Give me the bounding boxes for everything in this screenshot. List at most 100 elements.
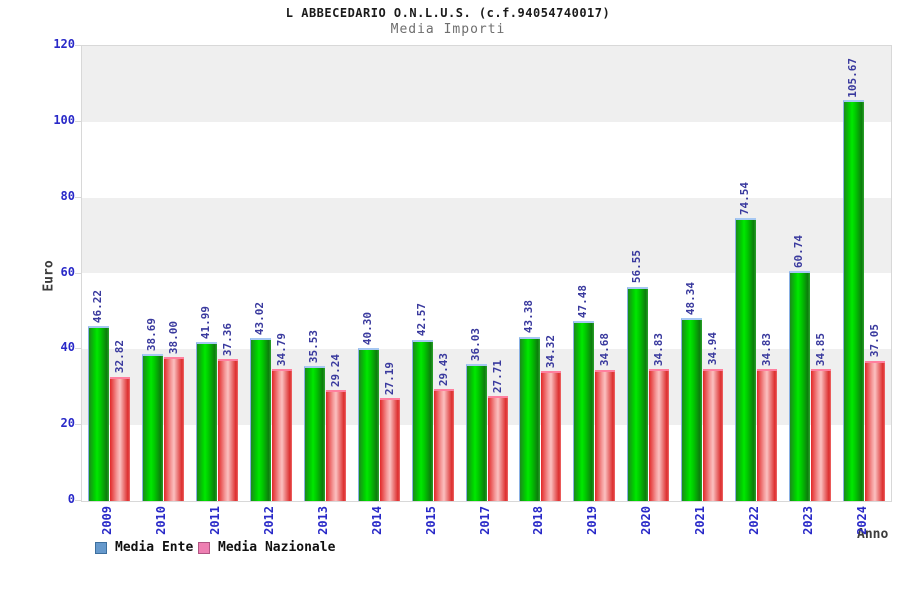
x-tick-label: 2010 bbox=[153, 506, 168, 535]
legend-label-media-ente: Media Ente bbox=[115, 540, 194, 555]
y-tick-mark bbox=[75, 45, 81, 46]
bar-value-label: 37.05 bbox=[868, 324, 882, 358]
bar-value-label: 29.24 bbox=[328, 354, 342, 388]
bar-value-label: 34.79 bbox=[274, 332, 288, 367]
x-tick-label: 2017 bbox=[477, 506, 492, 535]
y-tick-mark bbox=[75, 500, 81, 501]
y-tick-mark bbox=[75, 348, 81, 350]
bar-media-ente bbox=[357, 348, 379, 501]
x-tick-label: 2012 bbox=[261, 506, 276, 535]
bar-media-ente bbox=[681, 317, 703, 501]
y-tick-label: 0 bbox=[67, 492, 75, 506]
bar-value-label: 34.94 bbox=[706, 332, 720, 366]
bar-value-label: 36.03 bbox=[468, 328, 482, 362]
grid-band bbox=[82, 425, 891, 501]
legend: Media Ente Media Nazionale bbox=[0, 540, 900, 556]
y-tick-mark bbox=[75, 196, 81, 198]
bar-media-nazionale bbox=[487, 395, 508, 501]
bar-media-ente bbox=[789, 270, 811, 501]
bar-media-nazionale bbox=[649, 368, 670, 501]
x-axis-label: Anno bbox=[857, 527, 889, 542]
bar-value-label: 34.83 bbox=[760, 332, 774, 366]
bar-media-nazionale bbox=[865, 360, 886, 501]
bar-value-label: 46.22 bbox=[90, 289, 104, 323]
y-tick-label: 40 bbox=[60, 340, 75, 355]
bar-media-ente bbox=[465, 364, 487, 501]
bar-media-nazionale bbox=[109, 376, 130, 501]
x-tick-label: 2018 bbox=[531, 506, 546, 535]
bar-value-label: 38.69 bbox=[144, 318, 158, 352]
bar-media-ente bbox=[735, 218, 757, 501]
chart-subtitle: Media Importi bbox=[390, 22, 506, 37]
bar-media-nazionale bbox=[379, 397, 400, 501]
legend-swatch-media-nazionale bbox=[198, 542, 210, 554]
x-tick-label: 2023 bbox=[801, 506, 816, 535]
bar-media-ente bbox=[573, 320, 595, 501]
plot-area: 46.22 32.82 38.69 38.00 41.99 37.36 43.02 34.79… bbox=[81, 45, 892, 502]
grid-band bbox=[82, 121, 891, 198]
bar-media-ente bbox=[141, 354, 163, 501]
x-tick-label: 2009 bbox=[99, 506, 114, 535]
grid-band bbox=[82, 349, 891, 426]
x-tick-label: 2015 bbox=[423, 506, 438, 535]
bar-value-label: 74.54 bbox=[738, 182, 752, 216]
legend-label-media-nazionale: Media Nazionale bbox=[218, 540, 336, 555]
bar-media-nazionale bbox=[433, 389, 454, 501]
bar-media-ente bbox=[87, 325, 109, 501]
bar-media-nazionale bbox=[703, 368, 724, 501]
legend-swatch-media-ente bbox=[95, 542, 107, 554]
bar-media-nazionale bbox=[325, 390, 346, 501]
bar-value-label: 38.00 bbox=[166, 320, 180, 354]
bar-media-ente bbox=[249, 337, 271, 501]
chart-title: L ABBECEDARIO O.N.L.U.S. (c.f.9405474001… bbox=[285, 6, 611, 20]
bar-value-label: 42.57 bbox=[414, 303, 428, 337]
bar-value-label: 34.85 bbox=[814, 332, 828, 366]
x-tick-label: 2020 bbox=[639, 506, 654, 535]
bar-value-label: 37.36 bbox=[220, 323, 234, 357]
x-tick-label: 2021 bbox=[693, 506, 708, 535]
bar-value-label: 48.34 bbox=[684, 281, 698, 315]
bar-value-label: 56.55 bbox=[630, 250, 644, 284]
bar-value-label: 29.43 bbox=[436, 353, 450, 387]
y-tick-label: 100 bbox=[53, 112, 75, 127]
bar-value-label: 35.53 bbox=[306, 330, 320, 364]
bar-value-label: 34.32 bbox=[544, 334, 558, 368]
bar-media-ente bbox=[843, 100, 865, 501]
bar-media-nazionale bbox=[271, 369, 292, 501]
x-tick-label: 2022 bbox=[747, 506, 762, 535]
bar-value-label: 41.99 bbox=[198, 305, 212, 339]
bar-value-label: 60.74 bbox=[792, 234, 806, 268]
bar-media-ente bbox=[195, 341, 217, 501]
y-tick-label: 120 bbox=[53, 37, 75, 51]
bar-value-label: 105.67 bbox=[846, 57, 860, 98]
grid-band bbox=[82, 46, 891, 122]
x-tick-label: 2019 bbox=[585, 506, 600, 535]
bar-media-ente bbox=[303, 366, 325, 501]
bar-media-nazionale bbox=[163, 356, 184, 501]
bar-value-label: 47.48 bbox=[576, 284, 590, 318]
bar-media-ente bbox=[519, 336, 541, 501]
bar-value-label: 34.68 bbox=[598, 333, 612, 367]
bar-media-nazionale bbox=[217, 359, 238, 501]
bar-media-nazionale bbox=[595, 369, 616, 501]
grid-band bbox=[82, 273, 891, 350]
bar-value-label: 40.30 bbox=[360, 312, 374, 346]
bar-value-label: 32.82 bbox=[112, 340, 126, 374]
x-tick-label: 2024 bbox=[855, 506, 870, 535]
y-tick-mark bbox=[75, 424, 81, 426]
grid-band bbox=[82, 197, 891, 274]
bar-value-label: 43.02 bbox=[252, 301, 266, 335]
bar-media-nazionale bbox=[811, 368, 832, 501]
bar-value-label: 34.83 bbox=[652, 332, 666, 366]
x-tick-label: 2014 bbox=[369, 506, 384, 535]
bar-media-nazionale bbox=[757, 368, 778, 501]
bar-media-nazionale bbox=[541, 370, 562, 501]
bar-value-label: 43.38 bbox=[522, 300, 536, 334]
x-tick-label: 2011 bbox=[207, 506, 222, 535]
bar-value-label: 27.19 bbox=[382, 361, 396, 395]
y-tick-mark bbox=[75, 272, 81, 274]
bar-media-ente bbox=[411, 339, 433, 501]
y-tick-label: 20 bbox=[60, 416, 75, 431]
y-tick-label: 60 bbox=[60, 264, 75, 279]
